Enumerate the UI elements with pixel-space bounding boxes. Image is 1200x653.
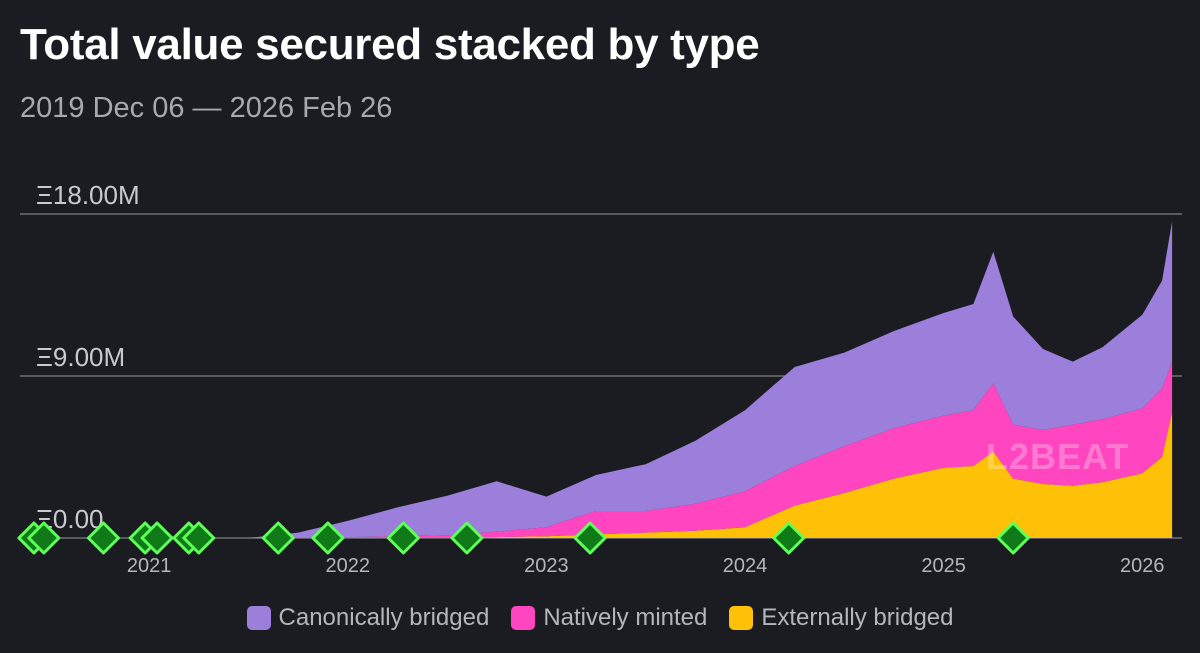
l2beat-watermark: L2BEAT bbox=[986, 436, 1130, 477]
x-tick-label-2021: 2021 bbox=[127, 555, 172, 577]
legend-label-external: Externally bridged bbox=[761, 604, 954, 631]
legend-externally-bridged[interactable]: Externally bridged bbox=[729, 604, 953, 632]
chart-title: Total value secured stacked by type bbox=[20, 20, 760, 69]
x-tick-label-2024: 2024 bbox=[723, 555, 768, 577]
x-tick-label-2023: 2023 bbox=[524, 555, 569, 577]
legend-swatch-canonical bbox=[246, 606, 271, 630]
event-marker-1[interactable] bbox=[27, 521, 61, 555]
chart-date-range: 2019 Dec 06 — 2026 Feb 26 bbox=[20, 92, 393, 124]
event-marker-9[interactable] bbox=[386, 521, 420, 555]
legend-label-canonical: Canonically bridged bbox=[278, 604, 490, 631]
event-marker-7[interactable] bbox=[261, 521, 295, 555]
event-marker-10[interactable] bbox=[450, 521, 484, 555]
legend-natively-minted[interactable]: Natively minted bbox=[511, 604, 707, 632]
event-marker-2[interactable] bbox=[86, 521, 120, 555]
event-marker-4[interactable] bbox=[140, 521, 174, 555]
legend-swatch-native bbox=[511, 606, 536, 630]
area-externally-bridged bbox=[20, 412, 1173, 538]
event-marker-11[interactable] bbox=[573, 521, 607, 555]
y-tick-label-1: Ξ9.00M bbox=[36, 342, 125, 372]
event-marker-6[interactable] bbox=[182, 521, 216, 555]
legend-label-native: Natively minted bbox=[543, 604, 708, 631]
x-tick-label-2022: 2022 bbox=[325, 555, 370, 577]
x-tick-label-2026: 2026 bbox=[1120, 555, 1165, 577]
x-tick-label-2025: 2025 bbox=[921, 555, 966, 577]
event-marker-12[interactable] bbox=[772, 521, 806, 555]
area-canonically-bridged bbox=[20, 221, 1173, 538]
area-natively-minted bbox=[20, 361, 1173, 538]
event-marker-13[interactable] bbox=[996, 521, 1030, 555]
chart-legend: Canonically bridged Natively minted Exte… bbox=[0, 600, 1200, 636]
event-marker-8[interactable] bbox=[311, 521, 345, 555]
legend-swatch-external bbox=[729, 606, 754, 630]
y-tick-label-2: Ξ18.00M bbox=[36, 180, 140, 210]
legend-canonically-bridged[interactable]: Canonically bridged bbox=[246, 604, 490, 632]
